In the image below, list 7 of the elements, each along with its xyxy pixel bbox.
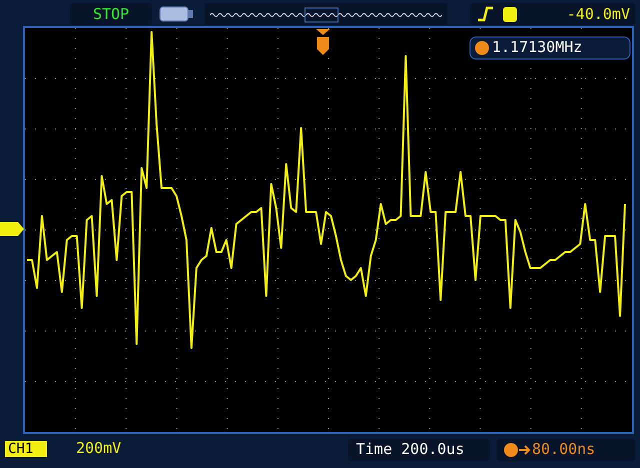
annotation: 1.17130MHz	[492, 38, 582, 56]
text: CH1	[8, 440, 34, 457]
text: Time 200.0us	[356, 440, 464, 458]
text: 200mV	[76, 439, 122, 458]
text: STOP	[92, 5, 130, 24]
text: 80.00ns	[532, 440, 596, 458]
text: -40.0mV	[566, 5, 630, 24]
